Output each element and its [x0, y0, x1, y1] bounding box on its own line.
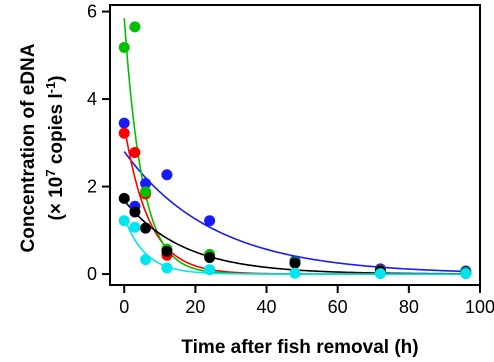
x-tick-label: 40 [257, 297, 277, 317]
data-point [460, 268, 472, 280]
data-point [140, 178, 152, 189]
x-tick-label: 60 [328, 297, 348, 317]
y-axis-ticks: 0 2 4 6 [87, 2, 110, 284]
x-tick-label: 0 [119, 297, 129, 317]
y-tick-label: 6 [87, 2, 97, 22]
data-point [129, 206, 141, 218]
x-axis-ticks: 0 20 40 60 80 100 [119, 285, 494, 317]
data-point [129, 21, 141, 33]
data-point [118, 117, 130, 129]
y-axis-title-line1: Concentration of eDNA [18, 43, 39, 252]
data-point [140, 254, 152, 266]
data-point [289, 267, 301, 279]
y-tick-label: 0 [87, 264, 97, 284]
data-point [129, 146, 141, 158]
y-axis-title-line2: (× 107 copies l-1) [43, 76, 67, 221]
y-axis-title-suffix: ) [46, 76, 67, 82]
y-axis-title-unit: copies l [46, 93, 67, 169]
x-tick-label: 80 [399, 297, 419, 317]
data-point [118, 192, 130, 204]
data-point [118, 215, 130, 227]
data-point [129, 221, 141, 233]
y-tick-label: 2 [87, 177, 97, 197]
y-axis-title-prefix: (× 10 [46, 177, 67, 221]
x-tick-label: 100 [465, 297, 494, 317]
data-point [161, 245, 173, 257]
y-axis-title-exponent: 7 [43, 169, 58, 176]
data-points [118, 21, 472, 280]
data-point [204, 251, 216, 263]
data-point [204, 264, 216, 276]
y-tick-label: 4 [87, 89, 97, 109]
data-point [161, 262, 173, 274]
data-point [140, 222, 152, 234]
data-point [204, 215, 216, 227]
x-tick-label: 20 [185, 297, 205, 317]
data-point [289, 257, 301, 269]
data-point [140, 186, 152, 198]
data-point [118, 127, 130, 139]
data-point [374, 268, 386, 280]
x-axis-title: Time after fish removal (h) [181, 337, 418, 358]
plot-frame [109, 4, 481, 286]
data-point [118, 41, 130, 53]
data-point [161, 169, 173, 181]
y-axis-title-unit-exponent: -1 [43, 82, 58, 94]
